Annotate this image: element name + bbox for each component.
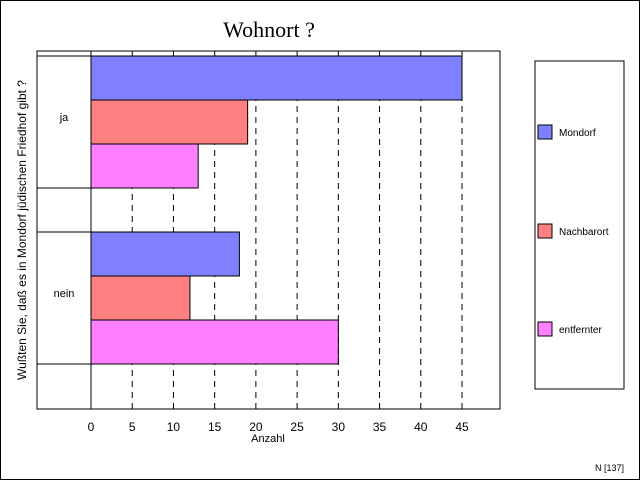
x-tick-labels: 0 5 10 15 20 25 30 35 40 45 <box>88 420 469 434</box>
chart-title: Wohnort ? <box>223 17 315 42</box>
category-boxes: ja nein <box>36 55 92 365</box>
category-box <box>36 231 92 365</box>
bar-entfernter-ja <box>90 143 199 189</box>
bar-nachbarort-nein <box>90 275 191 321</box>
category-label: ja <box>59 112 69 124</box>
bar-mondorf-nein <box>90 231 240 277</box>
bars <box>90 55 463 365</box>
x-axis-label: Anzahl <box>251 433 285 445</box>
x-tick-label: 30 <box>332 420 346 434</box>
bar-mondorf-ja <box>90 55 463 101</box>
legend-label: Nachbarort <box>559 227 609 238</box>
legend-swatch <box>537 223 553 239</box>
sample-size-note: N [137] <box>595 463 624 473</box>
legend-swatch <box>537 321 553 337</box>
category-box <box>36 55 92 189</box>
bar-entfernter-nein <box>90 319 339 365</box>
x-tick-label: 0 <box>88 420 95 434</box>
legend: Mondorf Nachbarort entfernter <box>537 124 609 337</box>
x-tick-label: 40 <box>414 420 428 434</box>
y-axis-label: Wußten Sie, daß es in Mondorf jüdischen … <box>15 80 29 380</box>
x-tick-label: 45 <box>455 420 469 434</box>
x-tick-label: 25 <box>290 420 304 434</box>
x-tick-label: 20 <box>249 420 263 434</box>
legend-label: entfernter <box>559 325 602 336</box>
x-tick-label: 35 <box>373 420 387 434</box>
x-tick-label: 5 <box>129 420 136 434</box>
legend-label: Mondorf <box>559 128 596 139</box>
category-label: nein <box>54 288 75 300</box>
legend-swatch <box>537 124 553 140</box>
bar-nachbarort-ja <box>90 99 249 145</box>
x-tick-label: 15 <box>208 420 222 434</box>
x-tick-label: 10 <box>167 420 181 434</box>
